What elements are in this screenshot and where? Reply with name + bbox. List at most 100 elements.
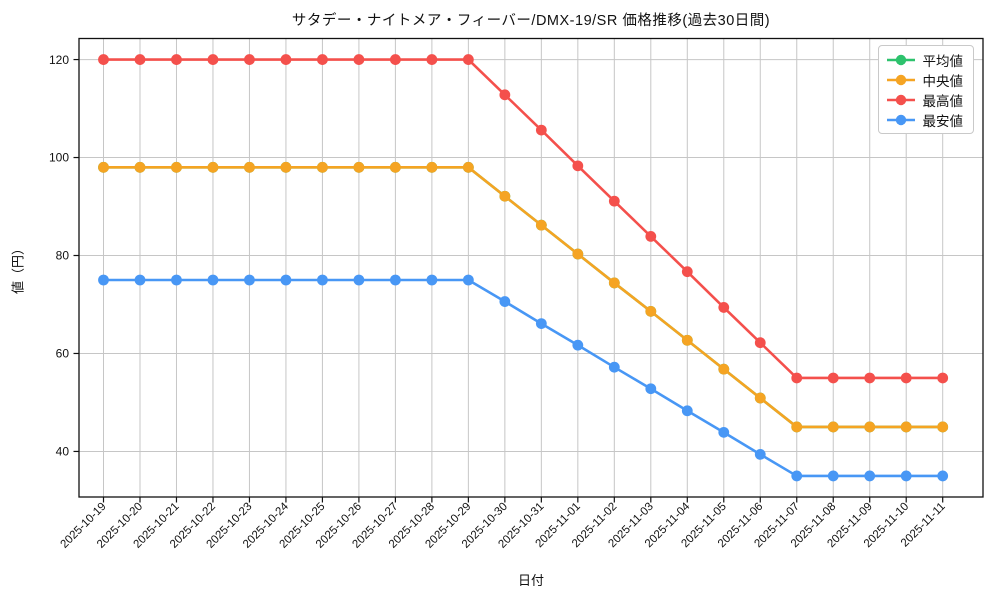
series-marker <box>791 372 803 384</box>
series-marker <box>462 274 474 286</box>
series-marker <box>317 54 328 65</box>
series-marker <box>244 274 255 286</box>
series-marker <box>171 274 182 286</box>
series-marker <box>718 363 730 375</box>
series-marker <box>171 54 182 65</box>
series-marker <box>244 54 255 65</box>
legend-label: 平均値 <box>922 53 964 69</box>
series-marker <box>681 334 693 346</box>
series-marker <box>280 161 292 173</box>
series-marker <box>353 274 365 286</box>
legend-item-1: 中央値 <box>886 71 964 89</box>
series-marker <box>426 161 438 173</box>
series-marker <box>754 448 766 460</box>
series-marker <box>791 470 803 482</box>
legend-label: 最安値 <box>922 113 964 129</box>
series-marker <box>645 383 657 395</box>
series-marker <box>499 296 511 307</box>
y-tick-label: 40 <box>56 445 70 459</box>
series-marker <box>937 421 949 433</box>
series-marker <box>572 248 584 260</box>
series-marker <box>645 230 657 242</box>
series-marker <box>864 372 876 384</box>
x-axis-label: 日付 <box>517 573 544 588</box>
series-marker <box>389 161 401 173</box>
series-line <box>102 166 945 429</box>
series-marker <box>244 161 255 173</box>
series-marker <box>900 372 912 384</box>
series-marker <box>499 89 511 101</box>
series-marker <box>171 161 182 173</box>
series-marker <box>937 470 949 482</box>
series-marker <box>134 161 146 173</box>
legend-swatch <box>886 74 915 85</box>
series-marker <box>572 160 584 172</box>
series-marker <box>389 54 401 65</box>
series-marker <box>608 195 620 207</box>
series-marker <box>280 274 292 286</box>
series-line <box>102 278 945 478</box>
series-marker <box>864 421 876 433</box>
series-marker <box>353 54 365 65</box>
series-line <box>102 58 945 380</box>
series-marker <box>426 54 438 65</box>
y-tick-label: 100 <box>49 151 69 165</box>
series-marker <box>317 161 328 173</box>
series-marker <box>608 361 620 373</box>
series-marker <box>827 470 839 482</box>
series-marker <box>98 54 109 65</box>
series-marker <box>864 470 876 482</box>
series-marker <box>317 274 328 286</box>
axes-spines <box>78 37 984 498</box>
series-marker <box>98 161 109 173</box>
legend-swatch <box>886 114 915 125</box>
y-tick-label: 120 <box>49 53 69 67</box>
chart-title: サタデー・ナイトメア・フィーバー/DMX-19/SR 価格推移(過去30日間) <box>291 13 771 29</box>
series-marker <box>499 190 511 202</box>
series-marker <box>900 421 912 433</box>
series-marker <box>827 421 839 433</box>
legend-item-3: 最安値 <box>886 111 964 129</box>
series-marker <box>389 274 401 286</box>
series-marker <box>645 305 657 317</box>
legend: 平均値中央値最高値最安値 <box>877 45 974 134</box>
series-marker <box>535 318 547 329</box>
series-marker <box>462 54 474 65</box>
series-marker <box>754 392 766 404</box>
series-marker <box>134 54 146 65</box>
series-marker <box>207 54 219 65</box>
y-tick-label: 60 <box>56 347 70 361</box>
series-marker <box>535 219 547 231</box>
legend-item-2: 最高値 <box>886 91 964 109</box>
legend-label: 最高値 <box>922 93 964 109</box>
legend-swatch <box>886 94 915 105</box>
series-marker <box>937 372 949 384</box>
series-marker <box>353 161 365 173</box>
series-marker <box>535 124 547 136</box>
series-marker <box>718 302 730 313</box>
series-marker <box>681 266 693 278</box>
series-marker <box>426 274 438 286</box>
series-marker <box>827 372 839 384</box>
series-marker <box>900 470 912 482</box>
series-marker <box>462 161 474 173</box>
series-marker <box>134 274 146 286</box>
series-line <box>102 166 945 429</box>
series-marker <box>98 274 109 286</box>
legend-item-0: 平均値 <box>886 51 964 69</box>
series-marker <box>207 161 219 173</box>
series-marker <box>681 405 693 417</box>
legend-swatch <box>886 54 915 65</box>
series-marker <box>791 421 803 433</box>
series-marker <box>207 274 219 286</box>
series-marker <box>718 426 730 438</box>
legend-label: 中央値 <box>922 73 964 89</box>
y-axis-label: 値（円） <box>10 241 26 295</box>
series-marker <box>608 277 620 289</box>
series-marker <box>572 339 584 351</box>
series-marker <box>754 337 766 349</box>
y-tick-label: 80 <box>56 249 70 263</box>
series-marker <box>280 54 292 65</box>
